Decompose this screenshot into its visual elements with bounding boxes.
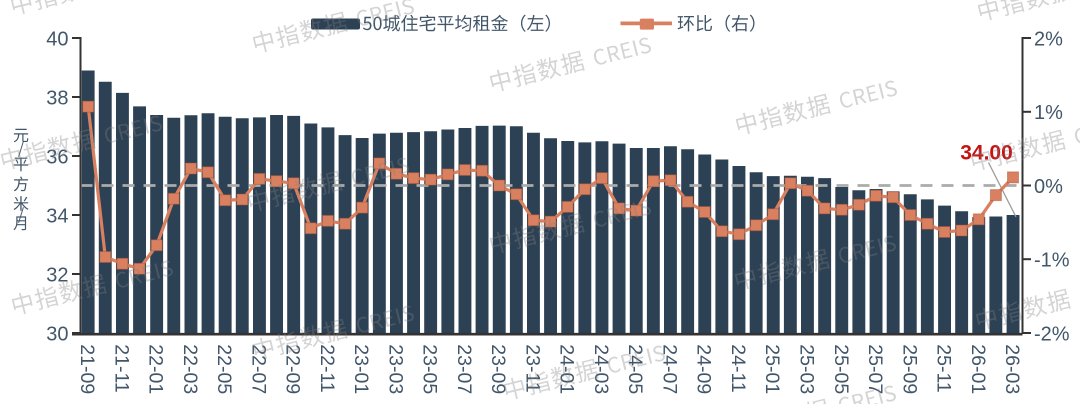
- svg-text:23-07: 23-07: [453, 344, 475, 394]
- svg-text:22-11: 22-11: [316, 344, 338, 392]
- svg-text:0%: 0%: [1034, 176, 1063, 198]
- svg-text:23-05: 23-05: [419, 344, 441, 394]
- svg-text:25-01: 25-01: [761, 344, 783, 394]
- svg-text:24-11: 24-11: [727, 344, 749, 392]
- svg-text:22-05: 22-05: [213, 344, 235, 394]
- svg-text:25-03: 25-03: [796, 344, 818, 394]
- svg-text:22-09: 22-09: [282, 344, 304, 394]
- svg-text:24-09: 24-09: [693, 344, 715, 394]
- svg-text:25-07: 25-07: [864, 344, 886, 394]
- svg-text:24-03: 24-03: [590, 344, 612, 394]
- svg-text:2%: 2%: [1034, 28, 1063, 50]
- svg-text:23-01: 23-01: [350, 344, 372, 394]
- svg-text:26-01: 26-01: [967, 344, 989, 394]
- svg-text:23-03: 23-03: [384, 344, 406, 394]
- svg-text:40: 40: [46, 28, 68, 50]
- svg-text:21-09: 21-09: [76, 344, 98, 394]
- svg-text:30: 30: [46, 323, 68, 345]
- svg-text:32: 32: [46, 264, 68, 286]
- svg-text:26-03: 26-03: [1001, 344, 1023, 394]
- svg-text:36: 36: [46, 146, 68, 168]
- svg-text:34: 34: [46, 205, 68, 227]
- svg-text:1%: 1%: [1034, 102, 1063, 124]
- svg-text:25-11: 25-11: [933, 344, 955, 392]
- svg-text:25-05: 25-05: [830, 344, 852, 394]
- svg-text:25-09: 25-09: [898, 344, 920, 394]
- svg-text:38: 38: [46, 87, 68, 109]
- svg-text:23-09: 23-09: [487, 344, 509, 394]
- svg-text:-2%: -2%: [1034, 323, 1070, 345]
- svg-text:-1%: -1%: [1034, 250, 1070, 272]
- svg-text:21-11: 21-11: [110, 344, 132, 392]
- svg-text:24-07: 24-07: [659, 344, 681, 394]
- svg-text:22-03: 22-03: [179, 344, 201, 394]
- svg-text:22-07: 22-07: [247, 344, 269, 394]
- svg-text:22-01: 22-01: [145, 344, 167, 394]
